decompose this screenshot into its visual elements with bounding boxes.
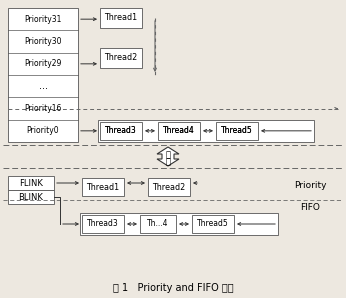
Bar bbox=[216, 122, 258, 140]
Text: Thread3: Thread3 bbox=[105, 126, 137, 135]
Text: ...: ... bbox=[38, 81, 47, 91]
Text: BLINK: BLINK bbox=[19, 193, 44, 201]
Bar bbox=[140, 215, 176, 233]
Polygon shape bbox=[157, 147, 179, 166]
Bar bbox=[80, 213, 278, 235]
Text: Th...4: Th...4 bbox=[147, 220, 169, 229]
Text: Priority30: Priority30 bbox=[24, 37, 62, 46]
Text: Thread4: Thread4 bbox=[163, 126, 195, 135]
Text: Priority31: Priority31 bbox=[24, 15, 62, 24]
Bar bbox=[8, 176, 54, 190]
Bar bbox=[148, 178, 190, 196]
Text: Thread5: Thread5 bbox=[197, 220, 229, 229]
Bar bbox=[98, 120, 314, 142]
Text: Priority16: Priority16 bbox=[24, 104, 62, 113]
Text: 上: 上 bbox=[165, 150, 171, 159]
Text: Thread1: Thread1 bbox=[86, 182, 120, 192]
Text: Thread1: Thread1 bbox=[104, 13, 138, 23]
Bar bbox=[158, 122, 200, 140]
Bar bbox=[8, 8, 78, 142]
Bar bbox=[100, 8, 142, 28]
Text: Thread4: Thread4 bbox=[163, 126, 195, 135]
Text: Thread2: Thread2 bbox=[104, 54, 138, 63]
Text: FLINK: FLINK bbox=[19, 179, 43, 187]
Bar bbox=[8, 190, 54, 204]
Bar bbox=[192, 215, 234, 233]
Text: Thread3: Thread3 bbox=[105, 126, 137, 135]
Text: Priority29: Priority29 bbox=[24, 59, 62, 68]
Bar bbox=[82, 178, 124, 196]
Text: Thread5: Thread5 bbox=[221, 126, 253, 135]
Text: Thread5: Thread5 bbox=[221, 126, 253, 135]
Bar bbox=[100, 122, 142, 140]
Text: Thread3: Thread3 bbox=[87, 220, 119, 229]
Bar bbox=[100, 48, 142, 68]
Text: 下: 下 bbox=[165, 157, 171, 166]
Bar bbox=[216, 122, 258, 140]
Text: FIFO: FIFO bbox=[300, 204, 320, 212]
Text: 图 1   Priority and FIFO 实现: 图 1 Priority and FIFO 实现 bbox=[113, 283, 233, 293]
Text: Thread2: Thread2 bbox=[152, 182, 185, 192]
Bar bbox=[100, 122, 142, 140]
Text: Priority: Priority bbox=[294, 181, 326, 190]
Text: Priority0: Priority0 bbox=[27, 126, 59, 135]
Bar bbox=[82, 215, 124, 233]
Bar bbox=[158, 122, 200, 140]
